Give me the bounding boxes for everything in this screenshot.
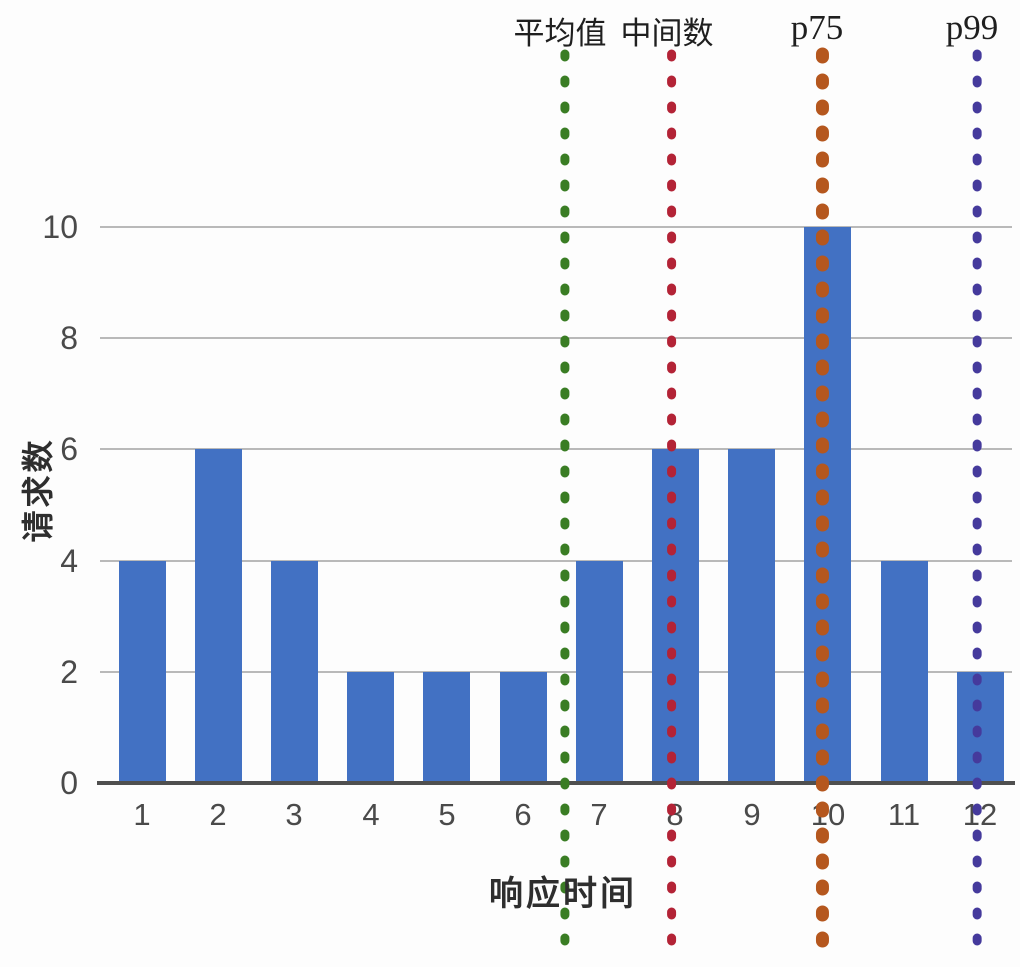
y-tick-label-0: 0 xyxy=(60,765,78,801)
bar-4 xyxy=(347,672,394,783)
bar-6 xyxy=(500,672,547,783)
bar-7 xyxy=(576,561,623,783)
reference-line-label-2: 中间数 xyxy=(620,16,714,51)
y-tick-label-2: 2 xyxy=(60,654,78,690)
x-tick-label-4: 4 xyxy=(362,797,380,832)
y-tick-label-8: 8 xyxy=(60,320,78,356)
gridline-4 xyxy=(100,560,1012,562)
gridline-8 xyxy=(100,337,1012,339)
y-tick-label-4: 4 xyxy=(60,543,78,579)
x-tick-label-12: 12 xyxy=(962,797,998,832)
x-tick-label-9: 9 xyxy=(743,797,761,832)
x-tick-label-11: 11 xyxy=(887,797,921,832)
gridline-10 xyxy=(100,226,1012,228)
gridline-6 xyxy=(100,448,1012,450)
y-tick-label-10: 10 xyxy=(42,209,78,245)
x-axis-line xyxy=(97,781,1015,785)
y-axis-title: 请求数 xyxy=(20,437,56,543)
bar-5 xyxy=(423,672,470,783)
x-tick-label-7: 7 xyxy=(590,797,608,832)
bar-3 xyxy=(271,561,318,783)
x-tick-label-6: 6 xyxy=(514,797,532,832)
gridline-2 xyxy=(100,671,1012,673)
x-tick-label-3: 3 xyxy=(285,797,303,832)
x-tick-label-10: 10 xyxy=(810,797,846,832)
reference-line-label-4: p99 xyxy=(945,8,999,47)
x-tick-label-2: 2 xyxy=(209,797,227,832)
bar-11 xyxy=(881,561,928,783)
x-tick-label-1: 1 xyxy=(133,797,151,832)
x-tick-label-5: 5 xyxy=(438,797,456,832)
bar-8 xyxy=(652,449,699,783)
x-axis-title: 响应时间 xyxy=(489,875,637,913)
bar-2 xyxy=(195,449,242,783)
reference-line-label-1: 平均值 xyxy=(513,16,607,51)
bar-1 xyxy=(119,561,166,783)
y-tick-label-6: 6 xyxy=(60,431,78,467)
reference-line-label-3: p75 xyxy=(790,8,844,47)
bar-9 xyxy=(728,449,775,783)
